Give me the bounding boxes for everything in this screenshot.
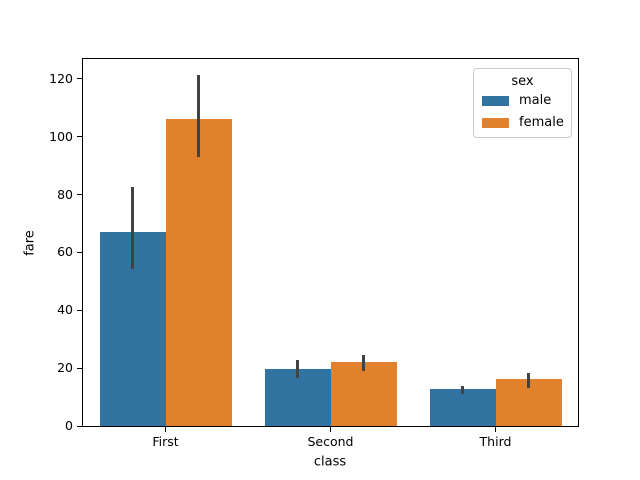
female-color-swatch <box>482 118 509 128</box>
legend-title: sex <box>511 74 534 89</box>
error-bar-second-female <box>362 355 365 372</box>
error-bar-second-male <box>296 360 299 379</box>
y-tick-mark <box>77 78 82 80</box>
male-color-swatch <box>482 96 509 106</box>
x-tick-mark <box>495 427 496 432</box>
x-tick-label: First <box>152 434 179 449</box>
x-axis-label: class <box>313 454 347 470</box>
y-tick-label: 80 <box>57 186 73 202</box>
legend-label-female: female <box>519 115 564 130</box>
y-tick-label: 20 <box>57 360 73 376</box>
error-bar-third-female <box>527 373 530 388</box>
bar-second-male <box>264 369 331 426</box>
y-tick-label: 60 <box>57 244 73 260</box>
x-tick-mark <box>165 427 166 432</box>
y-tick-label: 100 <box>49 128 73 144</box>
y-tick-mark <box>77 425 82 427</box>
error-bar-first-female <box>197 74 200 158</box>
error-bar-first-male <box>131 186 134 269</box>
legend-entry-male: male <box>482 93 563 109</box>
y-tick-label: 40 <box>57 302 73 318</box>
bar-third-male <box>429 389 496 426</box>
x-tick-label: Third <box>479 434 512 449</box>
bar-first-female <box>165 119 232 426</box>
legend-entry-female: female <box>482 115 564 131</box>
y-tick-label: 0 <box>65 418 73 433</box>
y-tick-mark <box>77 367 82 369</box>
y-tick-label: 120 <box>49 70 73 86</box>
y-tick-mark <box>77 194 82 196</box>
legend-label-male: male <box>519 93 552 108</box>
x-tick-label: Second <box>307 434 354 449</box>
legend: sex male female <box>473 68 572 138</box>
y-tick-mark <box>77 251 82 253</box>
y-tick-mark <box>77 136 82 138</box>
bar-second-female <box>330 362 397 426</box>
y-tick-mark <box>77 309 82 311</box>
x-tick-mark <box>330 427 331 432</box>
error-bar-third-male <box>461 385 464 395</box>
